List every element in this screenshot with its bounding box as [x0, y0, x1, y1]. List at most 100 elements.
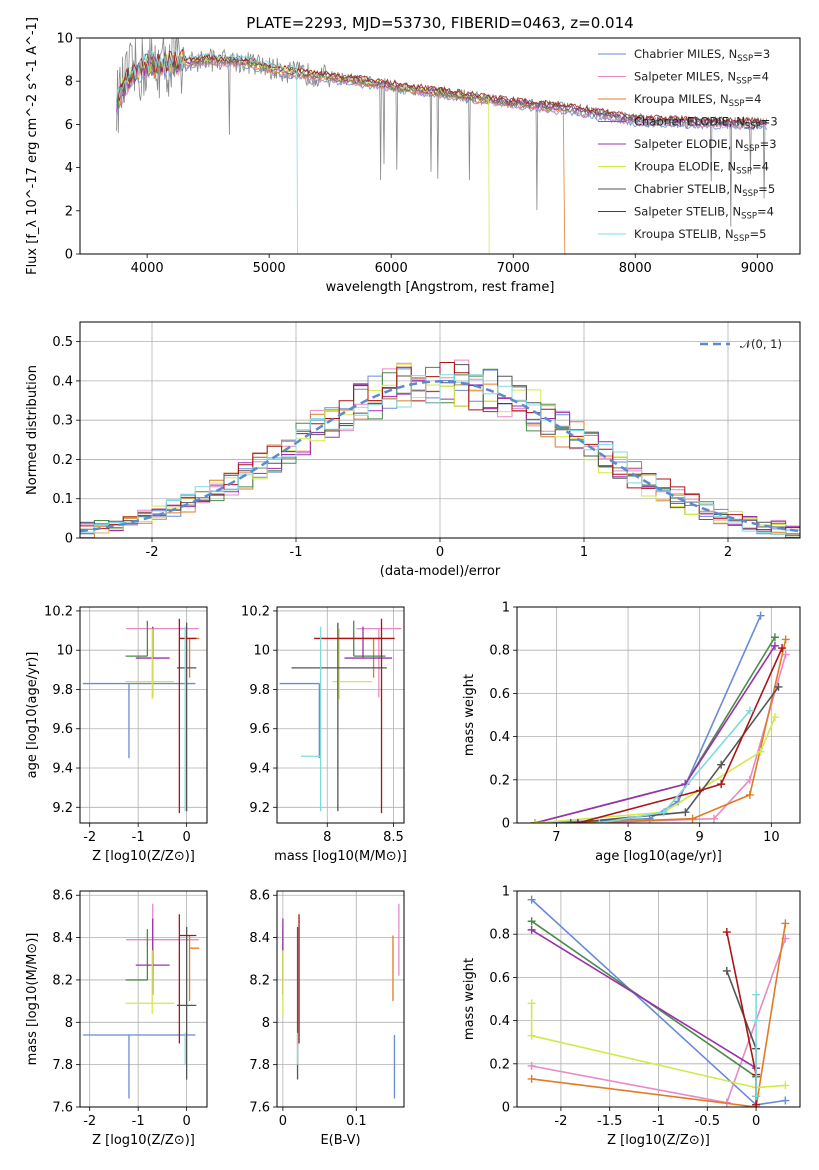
- residuals-panel: -2 -1 0 1 2 0 0.1 0.2 0.3 0.4 0.5 (data-model)/erro…: [25, 321, 801, 579]
- mass-weight-vs-age-panel: 7 8 9 10 0 0.2 0.4 0.6 0.8 1 age [log10(age/yr)] ma…: [462, 601, 801, 864]
- mass-weight-vs-age-marker-4: [770, 641, 779, 650]
- mass-vs-z-xlabel: Z [log10(Z/Z⊙)]: [92, 1133, 195, 1148]
- mass-vs-z-panel: -2 -1 0 7.6 7.8 8 8.2 8.4 8.6 Z [log10(Z/Z⊙)] mass…: [25, 889, 208, 1148]
- age-vs-z-ytick-label: 10: [56, 644, 73, 659]
- mass-weight-vs-z-xtick-label: -2: [554, 1114, 567, 1129]
- spectrum-ytick-label: 10: [56, 32, 73, 47]
- legend-model-name: Chabrier MILES: [634, 47, 721, 61]
- mass-vs-z-plot-area: [82, 903, 200, 1099]
- mass-weight-vs-age-marker-6: [717, 760, 726, 769]
- figure-title: PLATE=2293, MJD=53730, FIBERID=0463, z=0…: [246, 14, 633, 32]
- legend-nssp-sub: SSP: [745, 122, 761, 132]
- legend-nssp-prefix: N: [727, 70, 736, 84]
- legend-nssp-value: 5: [768, 182, 775, 196]
- spectrum-xtick-label: 4000: [131, 261, 164, 276]
- mass-weight-vs-z-ytick-label: 0: [502, 1101, 510, 1116]
- mass-weight-vs-z-xlabel: Z [log10(Z/Z⊙)]: [607, 1133, 710, 1148]
- mass-weight-vs-age-plot-area: [530, 611, 790, 823]
- mass-weight-vs-z-xtick-label: 0: [752, 1114, 760, 1129]
- legend-nssp-prefix: N: [729, 47, 738, 61]
- mass-weight-vs-z-xtick-label: -1.5: [597, 1114, 622, 1129]
- legend-nssp-value: 4: [762, 70, 769, 84]
- mass-weight-vs-age-marker-7: [778, 644, 787, 653]
- mass-weight-vs-age-marker-6: [566, 819, 575, 823]
- age-vs-z-ylabel: age [log10(age/yr)]: [25, 652, 40, 779]
- mass-weight-vs-age-line-7: [577, 647, 783, 823]
- mass-weight-vs-z-marker-6: [722, 966, 731, 975]
- legend-model-name: Chabrier ELODIE: [634, 115, 729, 129]
- model-spectrum-8: [116, 48, 299, 254]
- legend-model-name: Kroupa STELIB: [634, 227, 718, 241]
- mass-weight-vs-age-xlabel: age [log10(age/yr)]: [595, 849, 722, 864]
- spectrum-ytick-label: 4: [65, 161, 73, 176]
- mass-vs-z-ytick-label: 8.4: [52, 931, 73, 946]
- mass-weight-vs-z-ytick-label: 1: [502, 885, 510, 900]
- residuals-ytick-label: 0.4: [52, 374, 73, 389]
- mass-weight-vs-age-marker-2: [745, 790, 754, 799]
- age-vs-z-frame: [79, 606, 208, 824]
- age-vs-z-ytick-label: 9.8: [52, 683, 73, 698]
- legend-eq: =: [760, 137, 770, 151]
- legend-nssp-sub: SSP: [742, 189, 758, 199]
- legend-nssp-sub: SSP: [737, 54, 753, 64]
- mass-vs-z-xtick-label: 0: [183, 1114, 191, 1129]
- mass-weight-vs-z-ylabel: mass weight: [462, 958, 477, 1040]
- age-vs-z-plot-area: [82, 618, 200, 814]
- legend-eq: =: [761, 115, 771, 129]
- mass-vs-z-ytick-label: 7.6: [52, 1101, 73, 1116]
- residuals-ytick-label: 0.5: [52, 335, 73, 350]
- age-vs-z-ytick-label: 9.6: [52, 722, 73, 737]
- plots-layer: 4000 5000 6000 7000 8000 90000246810wavelengt…: [25, 17, 801, 1148]
- spectrum-xtick-label: 9000: [741, 261, 774, 276]
- mass-vs-ebv-xtick-label: 0: [279, 1114, 287, 1129]
- histogram-8: [80, 374, 800, 538]
- legend-nssp-value: 4: [754, 92, 761, 106]
- mass-weight-vs-z-frame: [516, 890, 801, 1108]
- spectrum-ytick-label: 0: [65, 248, 73, 263]
- residuals-ytick-label: 0: [65, 532, 73, 547]
- residuals-plot-area: [80, 359, 800, 538]
- legend-model-name: Chabrier STELIB: [634, 182, 726, 196]
- legend-eq: =: [744, 92, 754, 106]
- residuals-ytick-label: 0.2: [52, 453, 73, 468]
- spectrum-ytick-label: 8: [65, 75, 73, 90]
- legend-nssp-prefix: N: [727, 160, 736, 174]
- mass-vs-z-frame: [79, 890, 208, 1108]
- mass-vs-ebv-xtick-label: 0.1: [346, 1114, 367, 1129]
- model-spectrum-4: [116, 53, 767, 127]
- mass-weight-vs-z-marker-4: [527, 925, 536, 934]
- legend-model-name: Kroupa ELODIE: [634, 160, 720, 174]
- mass-vs-z-xtick-label: -2: [83, 1114, 96, 1129]
- mass-weight-vs-z-marker-1: [527, 1061, 536, 1070]
- mass-weight-vs-age-frame: [516, 606, 801, 824]
- legend-entry-3: Chabrier ELODIE, NSSP=3: [634, 115, 778, 132]
- age-vs-mass-ytick-label: 9.2: [249, 801, 270, 816]
- residuals-xtick-label: 0: [436, 545, 444, 560]
- mass-weight-vs-age-line-2: [577, 639, 787, 823]
- mass-vs-ebv-ytick-label: 8.4: [249, 931, 270, 946]
- mass-weight-vs-z-marker-5: [527, 1031, 536, 1040]
- legend-eq: =: [757, 205, 767, 219]
- mass-weight-vs-age-marker-5: [530, 819, 539, 823]
- mass-weight-vs-z-ytick-label: 0.4: [489, 1014, 510, 1029]
- legend-nssp-sub: SSP: [744, 144, 760, 154]
- age-vs-mass-xlabel: mass [log10(M/M⊙)]: [274, 849, 407, 864]
- mass-weight-vs-z-marker-8: [752, 990, 761, 999]
- legend-model-name: Kroupa MILES: [634, 92, 713, 106]
- mass-weight-vs-age-marker-3: [770, 633, 779, 642]
- mass-weight-vs-z-xtick-label: -1: [652, 1114, 665, 1129]
- legend-sep: ,: [721, 47, 728, 61]
- mass-weight-vs-age-xtick-label: 10: [763, 830, 780, 845]
- legend-eq: =: [749, 227, 759, 241]
- mass-weight-vs-age-ytick-label: 1: [502, 601, 510, 616]
- mass-vs-z-ytick-label: 7.8: [52, 1058, 73, 1073]
- legend-nssp-value: 4: [762, 160, 769, 174]
- legend-entry-5: Kroupa ELODIE, NSSP=4: [634, 160, 769, 177]
- residuals-frame: [79, 321, 801, 539]
- age-vs-mass-ytick-label: 10.2: [241, 604, 270, 619]
- mass-weight-vs-age-marker-6: [681, 808, 690, 817]
- legend-nssp-sub: SSP: [741, 212, 757, 222]
- age-vs-mass-ytick-label: 9.4: [249, 762, 270, 777]
- legend-nssp-value: 3: [763, 47, 770, 61]
- mass-weight-vs-z-line-4: [531, 929, 757, 1069]
